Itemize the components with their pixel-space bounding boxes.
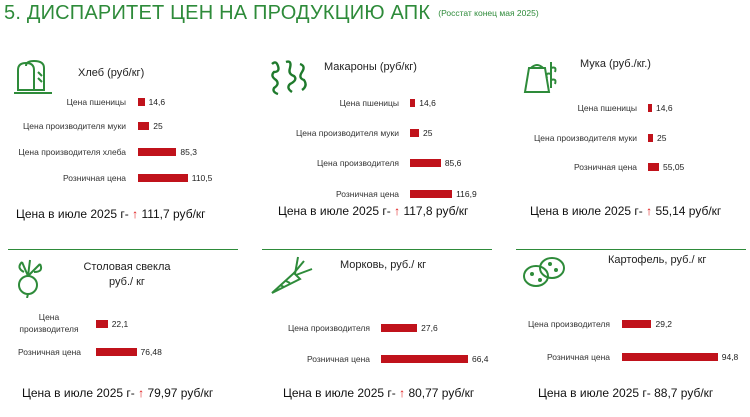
section-divider	[262, 249, 492, 250]
flour-icon	[523, 62, 557, 93]
data-label: 14,6	[419, 98, 436, 108]
data-label: 66,4	[471, 354, 489, 364]
data-label: 25	[657, 133, 667, 143]
category-label: Розничная цена	[306, 354, 370, 364]
summary-prefix: Цена в июле 2025 г-	[538, 386, 651, 400]
summary-flour: Цена в июле 2025 г- ↑ 55,14 руб/кг	[530, 204, 721, 218]
source-note: (Росстат конец мая 2025)	[438, 8, 539, 18]
category-label: Розничная цена	[62, 173, 126, 183]
category-label: Цена производителя	[288, 323, 370, 333]
data-label: 25	[153, 121, 163, 131]
bar	[410, 129, 419, 137]
bar	[648, 134, 653, 142]
up-arrow-icon: ↑	[646, 204, 653, 218]
chart-title-bread: Хлеб (руб/кг)	[78, 67, 145, 79]
bar	[96, 348, 137, 356]
data-label: 94,8	[721, 352, 739, 362]
summary-prefix: Цена в июле 2025 г-	[22, 386, 135, 400]
data-label: 14,6	[148, 97, 166, 107]
bar	[648, 163, 659, 171]
bar	[138, 174, 188, 182]
summary-value: 55,14 руб/кг	[655, 204, 722, 218]
summary-pasta: Цена в июле 2025 г- ↑ 117,8 руб/кг	[278, 204, 468, 218]
page-title-text: 5. ДИСПАРИТЕТ ЦЕН НА ПРОДУКЦИЮ АПК	[4, 2, 431, 24]
bread-icon	[14, 60, 52, 94]
summary-prefix: Цена в июле 2025 г-	[283, 386, 396, 400]
data-label: 55,05	[663, 162, 685, 172]
chart-title-beet: Столовая свекла руб./ кг	[72, 260, 182, 290]
up-arrow-icon: ↑	[399, 386, 406, 400]
up-arrow-icon: ↑	[394, 204, 401, 218]
summary-prefix: Цена в июле 2025 г-	[530, 204, 643, 218]
category-label: Цена производителя	[19, 312, 79, 334]
data-label: 25	[423, 128, 433, 138]
carrot-icon	[271, 256, 313, 294]
up-arrow-icon: ↑	[132, 207, 139, 221]
summary-carrot: Цена в июле 2025 г- ↑ 80,77 руб/кг	[283, 386, 474, 400]
category-label: Цена производителя муки	[296, 128, 399, 138]
bar	[410, 190, 453, 198]
category-label: Розничная цена	[573, 162, 637, 172]
summary-value: 117,8 руб/кг	[403, 204, 469, 218]
summary-value: 80,77 руб/кг	[408, 386, 475, 400]
category-label: Розничная цена	[17, 347, 81, 357]
bar	[138, 122, 150, 130]
data-label: 22,1	[111, 319, 129, 329]
bar	[410, 159, 441, 167]
category-label: Розничная цена	[335, 189, 399, 199]
beet-icon	[18, 259, 43, 298]
category-label: Цена пшеницы	[66, 97, 126, 107]
chart-title-potato: Картофель, руб./ кг	[608, 254, 707, 266]
bar	[96, 320, 108, 328]
summary-potato: Цена в июле 2025 г- 88,7 руб/кг	[538, 386, 713, 400]
category-label: Цена пшеницы	[577, 103, 637, 113]
section-divider	[8, 249, 238, 250]
data-label: 110,5	[191, 173, 213, 183]
section-divider	[516, 249, 746, 250]
category-label: Цена производителя муки	[23, 121, 126, 131]
bar	[410, 99, 416, 107]
data-label: 76,48	[140, 347, 162, 357]
chart-title-carrot: Морковь, руб./ кг	[340, 259, 427, 271]
data-label: 116,9	[456, 189, 477, 199]
chart-title-beet-text: Столовая свекла руб./ кг	[83, 261, 171, 288]
up-arrow-icon: ↑	[138, 386, 145, 400]
category-label: Цена пшеницы	[339, 98, 399, 108]
summary-bread: Цена в июле 2025 г- ↑ 111,7 руб/кг	[16, 207, 206, 221]
summary-value: 111,7 руб/кг	[141, 207, 206, 221]
summary-value: 88,7 руб/кг	[654, 386, 714, 400]
summary-prefix: Цена в июле 2025 г-	[278, 204, 391, 218]
potato-icon	[523, 257, 565, 287]
bar	[648, 104, 652, 112]
data-label: 27,6	[421, 323, 438, 333]
category-label: Розничная цена	[546, 352, 610, 362]
page-title: 5. ДИСПАРИТЕТ ЦЕН НА ПРОДУКЦИЮ АПК (Росст…	[4, 2, 539, 25]
chart-title-flour: Мука (руб./кг.)	[580, 58, 651, 70]
bar	[622, 353, 718, 361]
category-label: Цена производителя хлеба	[18, 147, 126, 157]
bar	[138, 98, 145, 106]
summary-beet: Цена в июле 2025 г- ↑ 79,97 руб/кг	[22, 386, 213, 400]
bar	[138, 148, 177, 156]
data-label: 85,3	[180, 147, 197, 157]
category-label: Цена производителя	[317, 158, 399, 168]
data-label: 85,6	[444, 158, 462, 168]
chart-title-pasta: Макароны (руб/кг)	[324, 61, 417, 73]
data-label: 14,6	[656, 103, 673, 113]
bar	[381, 324, 418, 332]
pasta-icon	[271, 60, 307, 96]
data-label: 29,2	[655, 319, 673, 329]
bar	[622, 320, 652, 328]
summary-prefix: Цена в июле 2025 г-	[16, 207, 129, 221]
bar	[381, 355, 468, 363]
category-label: Цена производителя муки	[534, 133, 637, 143]
category-label: Цена производителя	[528, 319, 610, 329]
summary-value: 79,97 руб/кг	[147, 386, 214, 400]
